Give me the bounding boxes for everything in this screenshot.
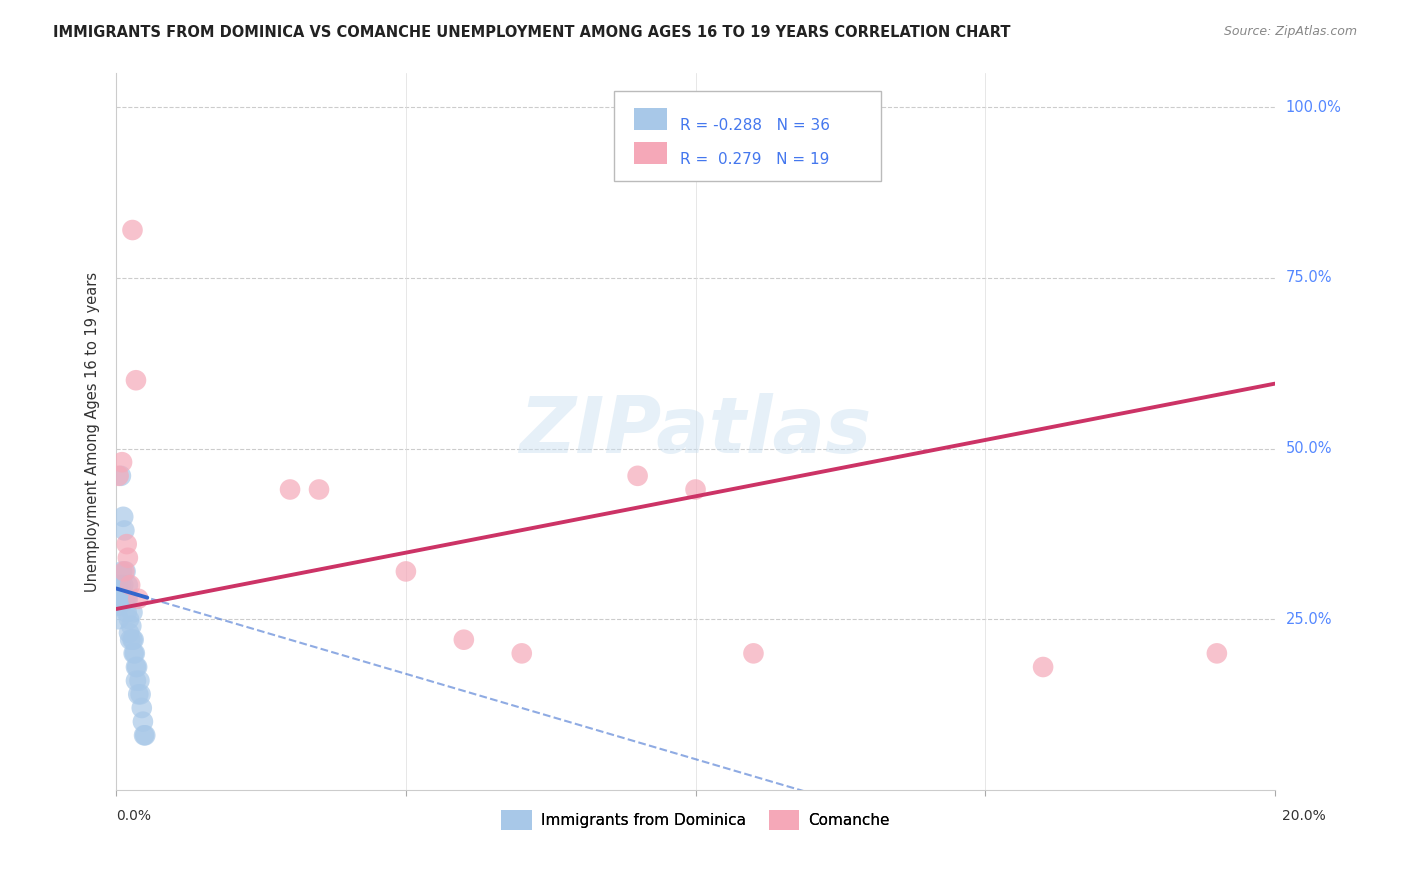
Point <box>115 591 138 606</box>
Legend: Immigrants from Dominica, Comanche: Immigrants from Dominica, Comanche <box>495 805 896 836</box>
Point <box>115 606 138 620</box>
Point <box>107 591 129 606</box>
Point <box>117 550 139 565</box>
Y-axis label: Unemployment Among Ages 16 to 19 years: Unemployment Among Ages 16 to 19 years <box>86 271 100 591</box>
Point <box>110 468 132 483</box>
Text: Source: ZipAtlas.com: Source: ZipAtlas.com <box>1223 25 1357 38</box>
Text: 20.0%: 20.0% <box>1282 809 1326 823</box>
Point <box>125 373 148 387</box>
Point <box>121 606 143 620</box>
Point <box>121 632 143 647</box>
Point <box>120 578 142 592</box>
Point <box>122 646 145 660</box>
Point <box>132 714 155 729</box>
Point <box>114 565 136 579</box>
Point <box>117 591 139 606</box>
Point <box>395 565 418 579</box>
Point <box>112 509 135 524</box>
FancyBboxPatch shape <box>634 142 666 164</box>
Point <box>121 223 143 237</box>
Text: 0.0%: 0.0% <box>117 809 152 823</box>
Point <box>112 565 135 579</box>
Point <box>127 687 149 701</box>
Text: 25.0%: 25.0% <box>1286 612 1333 627</box>
Point <box>131 701 153 715</box>
Point <box>127 660 149 674</box>
Point <box>111 565 134 579</box>
Text: 50.0%: 50.0% <box>1286 441 1333 456</box>
Point <box>278 483 301 497</box>
Point <box>134 728 156 742</box>
Point <box>117 578 139 592</box>
Point <box>510 646 533 660</box>
Text: R = -0.288   N = 36: R = -0.288 N = 36 <box>681 118 831 133</box>
Point <box>108 599 131 613</box>
Point <box>626 468 648 483</box>
Point <box>308 483 330 497</box>
Point <box>1032 660 1054 674</box>
Point <box>118 612 141 626</box>
Text: 75.0%: 75.0% <box>1286 270 1333 285</box>
Point <box>685 483 707 497</box>
Point <box>114 591 136 606</box>
Point <box>115 537 138 551</box>
Point <box>122 632 145 647</box>
Point <box>127 591 149 606</box>
Text: IMMIGRANTS FROM DOMINICA VS COMANCHE UNEMPLOYMENT AMONG AGES 16 TO 19 YEARS CORR: IMMIGRANTS FROM DOMINICA VS COMANCHE UNE… <box>53 25 1011 40</box>
Point <box>742 646 765 660</box>
Point <box>120 632 142 647</box>
Point <box>128 673 150 688</box>
FancyBboxPatch shape <box>634 108 666 130</box>
Point <box>132 728 155 742</box>
Point <box>111 455 134 469</box>
Point <box>107 612 129 626</box>
Point <box>1205 646 1227 660</box>
Point <box>112 578 135 592</box>
Point <box>120 619 142 633</box>
Text: 100.0%: 100.0% <box>1286 100 1341 114</box>
FancyBboxPatch shape <box>614 91 882 180</box>
Text: R =  0.279   N = 19: R = 0.279 N = 19 <box>681 152 830 167</box>
Point <box>108 591 131 606</box>
Point <box>124 646 146 660</box>
Point <box>453 632 475 647</box>
Point <box>107 578 129 592</box>
Point <box>110 578 132 592</box>
Text: ZIPatlas: ZIPatlas <box>519 393 872 469</box>
Point <box>125 660 148 674</box>
Point <box>118 626 141 640</box>
Point <box>125 673 148 688</box>
Point <box>112 524 135 538</box>
Point <box>129 687 152 701</box>
Point <box>107 468 129 483</box>
